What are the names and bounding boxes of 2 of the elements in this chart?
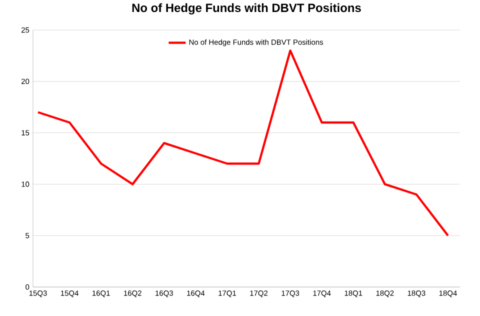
line-series xyxy=(36,49,450,237)
chart-title: No of Hedge Funds with DBVT Positions xyxy=(132,3,361,14)
